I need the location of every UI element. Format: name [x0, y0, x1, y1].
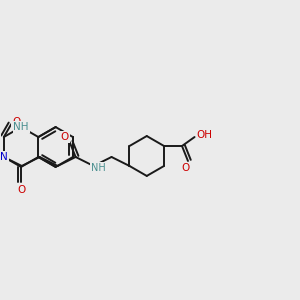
Text: O: O: [12, 117, 20, 127]
Text: O: O: [182, 163, 190, 173]
Text: O: O: [61, 132, 69, 142]
Text: NH: NH: [13, 122, 29, 132]
Text: N: N: [0, 152, 8, 162]
Text: OH: OH: [196, 130, 212, 140]
Text: O: O: [17, 185, 25, 195]
Text: NH: NH: [91, 163, 106, 173]
